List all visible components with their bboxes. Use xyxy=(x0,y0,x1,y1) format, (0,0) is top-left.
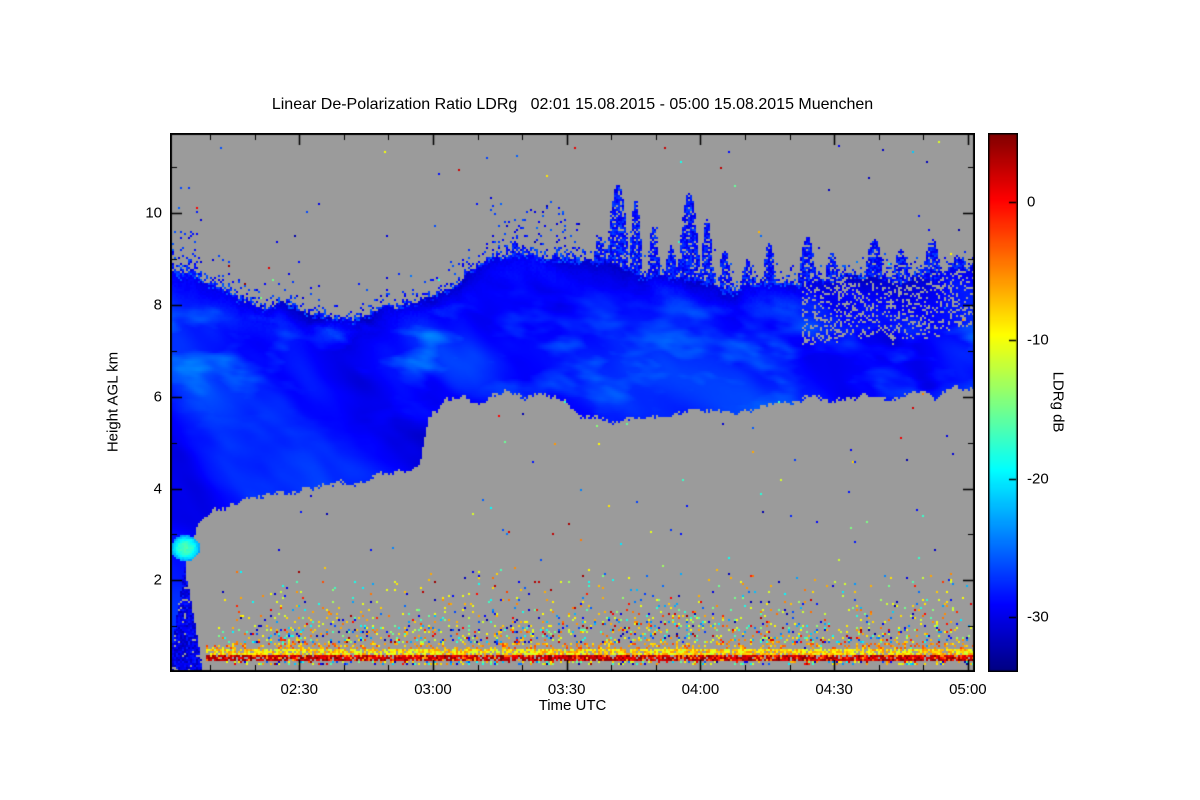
heatmap-canvas xyxy=(170,133,975,672)
colorbar-tick-label: -10 xyxy=(1027,331,1049,349)
colorbar-tick-label: -20 xyxy=(1027,470,1049,487)
x-axis-label: Time UTC xyxy=(538,697,607,714)
x-tick-label: 02:30 xyxy=(280,681,319,698)
y-tick-label: 10 xyxy=(145,204,162,222)
chart-title: Linear De-Polarization Ratio LDRg 02:01 … xyxy=(271,96,874,113)
x-tick-label: 05:00 xyxy=(949,681,987,698)
y-tick-label: 2 xyxy=(153,571,162,589)
x-tick-label: 03:00 xyxy=(414,681,452,698)
y-tick-label: 8 xyxy=(153,296,162,314)
colorbar-canvas xyxy=(988,133,1018,672)
colorbar-tick-label: -30 xyxy=(1027,608,1049,626)
colorbar-tick-label: 0 xyxy=(1027,193,1036,211)
y-tick-label: 4 xyxy=(153,480,162,497)
y-tick-label: 6 xyxy=(153,388,162,406)
x-tick-label: 03:30 xyxy=(547,681,586,698)
x-tick-label: 04:30 xyxy=(815,681,853,698)
x-tick-label: 04:00 xyxy=(681,681,720,698)
colorbar-label: LDRg dB xyxy=(1049,371,1067,433)
